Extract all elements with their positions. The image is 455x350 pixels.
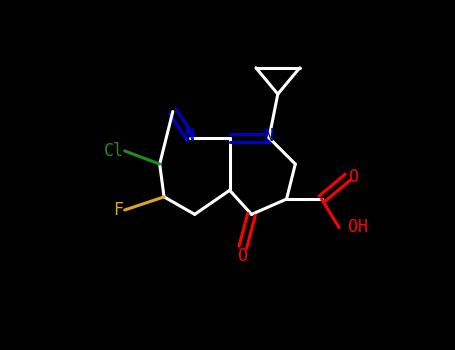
Text: O: O (349, 168, 359, 186)
Text: O: O (238, 247, 248, 265)
Text: F: F (113, 201, 123, 219)
Text: Cl: Cl (104, 142, 124, 160)
Text: N: N (185, 127, 195, 145)
Text: N: N (264, 127, 274, 145)
Text: OH: OH (348, 218, 368, 237)
